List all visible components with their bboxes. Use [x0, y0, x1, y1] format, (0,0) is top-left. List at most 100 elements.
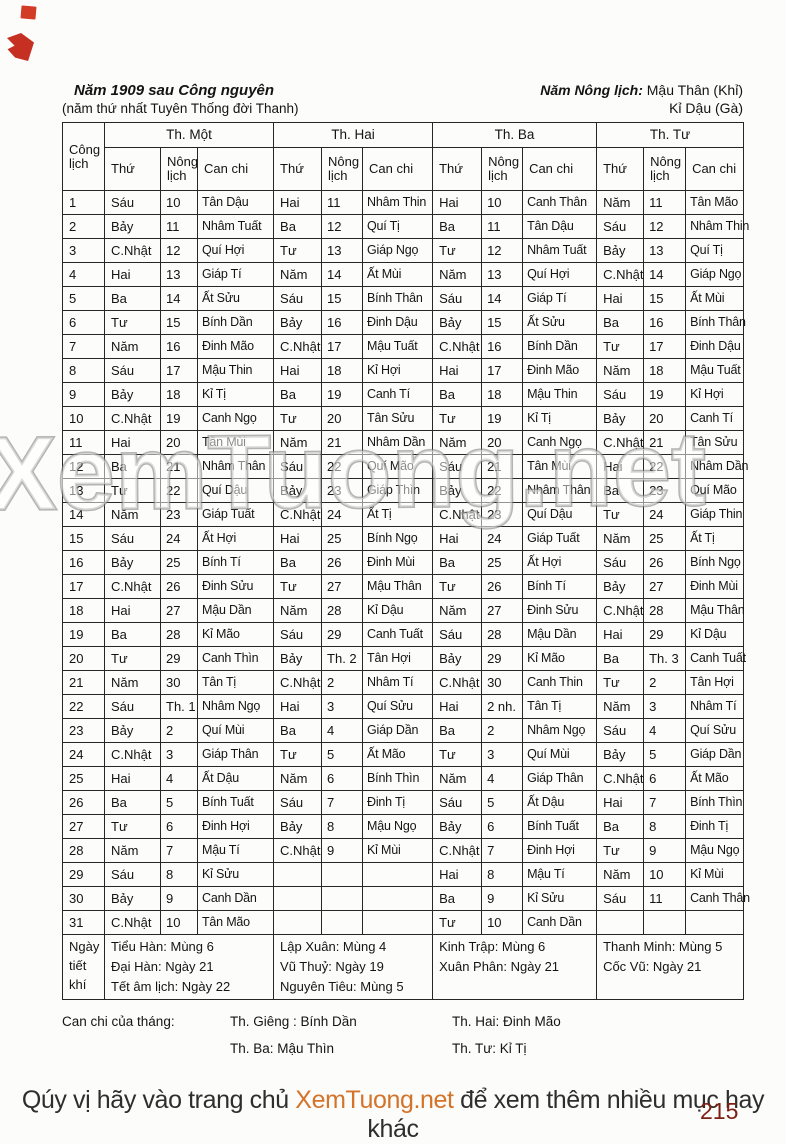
weekday-cell: Hai: [273, 190, 323, 215]
table-row: 26 Ba 5 Bính Tuất Sáu 7 Đinh Tị Sáu 5 Ất Dậu Hai 7 B…: [62, 790, 745, 815]
canchi-cell: Canh Thìn: [196, 646, 275, 671]
table-row: 15 Sáu 24 Ất Hợi Hai 25 Bính Ngọ Hai 24 Giáp Tuất…: [62, 526, 745, 551]
lunar-day-cell: 7: [481, 838, 524, 863]
canchi-cell: Kỉ Sửu: [522, 886, 598, 911]
weekday-cell: Năm: [432, 262, 483, 287]
canchi-cell: Bính Dần: [522, 334, 598, 359]
lunar-day-cell: 4: [321, 718, 364, 743]
canchi-cell: Đinh Sửu: [196, 574, 275, 599]
weekday-cell: Năm: [596, 694, 645, 719]
lunar-day-cell: 28: [160, 622, 198, 647]
lunar-day-cell: 28: [481, 622, 524, 647]
weekday-cell: Bảy: [432, 478, 483, 503]
lunar-day-cell: 27: [643, 574, 687, 599]
table-row: 8 Sáu 17 Mậu Thin Hai 18 Kỉ Hợi Hai 17 Đinh Mão Nă…: [62, 358, 745, 383]
canchi-cell: Ất Mùi: [685, 286, 745, 311]
canchi-cell: Tân Tị: [196, 670, 275, 695]
lunar-day-cell: 7: [321, 790, 364, 815]
canchi-cell: Canh Tí: [362, 382, 434, 407]
weekday-cell: Ba: [104, 454, 161, 479]
weekday-cell: Tư: [596, 502, 645, 527]
tiet-khi-line: Thanh Minh: Mùng 5: [603, 939, 723, 954]
canchi-cell: Ất Dậu: [196, 766, 275, 791]
canchi-cell: Kỉ Mão: [522, 646, 598, 671]
lunar-day-cell: 2 nh.: [481, 694, 524, 719]
canchi-cell: Ất Mùi: [362, 262, 434, 287]
canchi-cell: Giáp Dần: [362, 718, 434, 743]
lunar-day-cell: 9: [481, 886, 524, 911]
canchi-cell: Đinh Dậu: [685, 334, 745, 359]
weekday-cell: Tư: [432, 238, 483, 263]
weekday-cell: Bảy: [596, 574, 645, 599]
lunar-day-cell: 24: [481, 526, 524, 551]
canchi-cell: Giáp Thin: [685, 502, 745, 527]
gregorian-day-cell: 18: [62, 598, 105, 623]
canchi-cell: Đinh Mùi: [362, 550, 434, 575]
weekday-cell: Sáu: [104, 358, 161, 383]
canchi-cell: Ất Mão: [362, 742, 434, 767]
footer-link: XemTuong.net: [295, 1086, 454, 1114]
lunar-day-cell: 18: [481, 382, 524, 407]
canchi-cell: Canh Tí: [685, 406, 745, 431]
weekday-cell: Bảy: [432, 310, 483, 335]
tiet-khi-line: Xuân Phân: Ngày 21: [439, 959, 560, 974]
weekday-cell: Tư: [432, 406, 483, 431]
weekday-cell: Tư: [596, 670, 645, 695]
lunar-day-cell: 30: [481, 670, 524, 695]
canchi-cell: Giáp Thân: [522, 766, 598, 791]
lunar-day-cell: 16: [643, 310, 687, 335]
lunar-day-cell: 16: [321, 310, 364, 335]
weekday-cell: Ba: [596, 478, 645, 503]
table-row: 10 C.Nhật 19 Canh Ngọ Tư 20 Tân Sửu Tư 19 Kỉ Tị Bả…: [62, 406, 745, 431]
weekday-cell: Hai: [596, 790, 645, 815]
weekday-cell: Năm: [432, 598, 483, 623]
canchi-cell: Mậu Dần: [196, 598, 275, 623]
weekday-cell: Tư: [596, 838, 645, 863]
lunar-day-cell: 8: [160, 862, 198, 887]
lunar-day-cell: 27: [481, 598, 524, 623]
canchi-cell: Mậu Ngọ: [362, 814, 434, 839]
lunar-year-block: Năm Nông lịch: Mậu Thân (Khỉ) Kỉ Dậu (Gà…: [540, 82, 743, 116]
weekday-cell: Sáu: [596, 550, 645, 575]
canchi-month-entry: Th. Hai: Đinh Mão: [452, 1014, 561, 1029]
page-title: Năm 1909 sau Công nguyên: [74, 82, 275, 99]
month-header-row: Công lịch Th. Một Th. Hai Th. Ba Th. Tư: [62, 122, 745, 191]
canchi-cell: Bính Ngọ: [685, 550, 745, 575]
canchi-cell: Tân Dậu: [522, 214, 598, 239]
gregorian-day-cell: 14: [62, 502, 105, 527]
month-header: Th. Một: [103, 122, 275, 148]
weekday-cell: Sáu: [104, 190, 161, 215]
lunar-day-cell: 6: [481, 814, 524, 839]
lunar-day-cell: 15: [481, 310, 524, 335]
lunar-day-cell: 25: [643, 526, 687, 551]
tiet-khi-label: Ngày tiết khí: [62, 934, 105, 1000]
canchi-cell: Mậu Thin: [522, 382, 598, 407]
table-row: 9 Bảy 18 Kỉ Tị Ba 19 Canh Tí Ba 18 Mậu Thin Sáu 19 K…: [62, 382, 745, 407]
weekday-cell: Hai: [104, 430, 161, 455]
weekday-cell: Bảy: [273, 646, 323, 671]
weekday-cell: Bảy: [596, 742, 645, 767]
canchi-cell: Kỉ Mùi: [685, 862, 745, 887]
canchi-cell: Mậu Ngọ: [685, 838, 745, 863]
lunar-day-cell: 5: [321, 742, 364, 767]
weekday-column-header: Thứ: [104, 147, 161, 191]
lunar-day-cell: 20: [160, 430, 198, 455]
weekday-cell: Ba: [432, 550, 483, 575]
weekday-cell: Tư: [273, 574, 323, 599]
canchi-cell: Nhâm Tí: [362, 670, 434, 695]
canchi-cell: Giáp Ngọ: [362, 238, 434, 263]
lunar-day-cell: 25: [160, 550, 198, 575]
lunar-day-cell: 18: [321, 358, 364, 383]
canchi-cell: Quí Mùi: [522, 742, 598, 767]
lunar-day-cell: 25: [481, 550, 524, 575]
weekday-column-header: Thứ: [273, 147, 323, 191]
weekday-cell: Hai: [104, 766, 161, 791]
canchi-cell: Nhâm Thin: [362, 190, 434, 215]
lunar-day-cell: 21: [321, 430, 364, 455]
lunar-day-cell: 23: [160, 502, 198, 527]
lunar-day-cell: 24: [321, 502, 364, 527]
canchi-cell: Ất Mão: [685, 766, 745, 791]
canchi-cell: [362, 886, 434, 911]
lunar-day-cell: 26: [481, 574, 524, 599]
canchi-cell: Canh Tuất: [685, 646, 746, 671]
